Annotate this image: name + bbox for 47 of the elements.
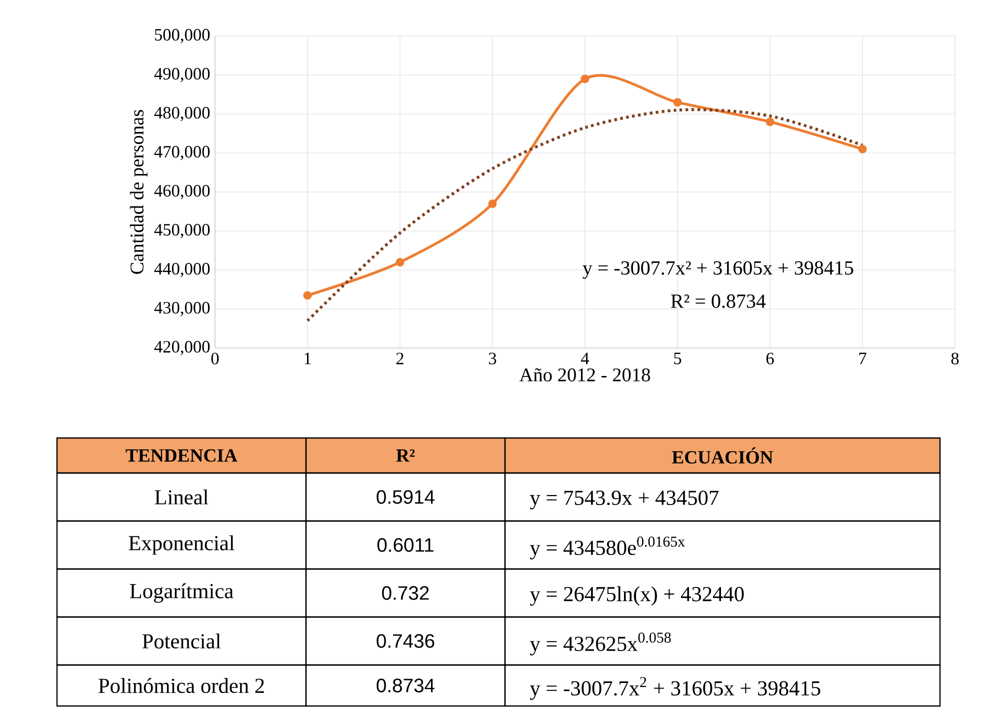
text: 0.732 [382, 586, 429, 600]
text: Polinómica orden 2 [98, 678, 264, 694]
x-tick-label: 3 [489, 352, 496, 364]
text: 0.7436 [376, 634, 434, 648]
text: 0.8734 [376, 678, 434, 692]
x-tick-label: 1 [304, 352, 311, 364]
text: TENDENCIA [126, 449, 238, 462]
x-tick-label: 7 [859, 352, 866, 364]
x-tick-label: 5 [674, 352, 682, 364]
annotation: R² = 0.8734 [670, 294, 766, 308]
y-tick-label: 440,000 [154, 262, 210, 278]
point [488, 199, 497, 208]
text: Exponencial [128, 535, 234, 555]
point [858, 144, 867, 154]
text: y = 7543.9x + 434507 [530, 490, 718, 510]
x-tick-label: 0 [211, 352, 219, 364]
text: y = 26475ln(x) + 432440 [530, 586, 744, 606]
y-tick-label: 460,000 [154, 184, 210, 200]
text: 0.6011 [377, 538, 434, 552]
point [673, 98, 682, 107]
y-axis-title: Cantidad de personas [130, 110, 148, 274]
text: 0.5914 [376, 490, 434, 504]
point [303, 291, 312, 300]
x-tick-label: 4 [581, 352, 590, 364]
text: R² [396, 449, 415, 462]
x-tick-label: 6 [766, 352, 774, 364]
text: Potencial [142, 634, 221, 649]
point [396, 258, 404, 266]
y-tick-label: 490,000 [154, 68, 210, 82]
y-tick-label: 470,000 [154, 146, 210, 160]
text: y = 432625x$^{0.058}$ [530, 632, 671, 656]
text: ECUACIÓN [672, 447, 774, 464]
text: Logarítmica [130, 583, 234, 603]
y-tick-label: 480,000 [154, 106, 210, 122]
point [580, 74, 590, 84]
x-tick-label: 8 [951, 352, 959, 364]
y-tick-label: 500,000 [154, 28, 210, 44]
x-tick-label: 2 [396, 352, 404, 364]
y-tick-label: 430,000 [154, 302, 210, 316]
point [766, 118, 774, 126]
text: y = 434580e$^{0.0165x}$ [530, 536, 685, 560]
x-axis-title: Año 2012 - 2018 [519, 368, 650, 382]
annotation: y = -3007.7x² + 31605x + 398415 [582, 261, 854, 279]
text: y = -3007.7x$^{2}$ + 31605x + 398415 [530, 677, 820, 700]
y-tick-label: 420,000 [154, 340, 210, 356]
y-tick-label: 450,000 [154, 224, 210, 238]
text: Lineal [154, 490, 208, 505]
